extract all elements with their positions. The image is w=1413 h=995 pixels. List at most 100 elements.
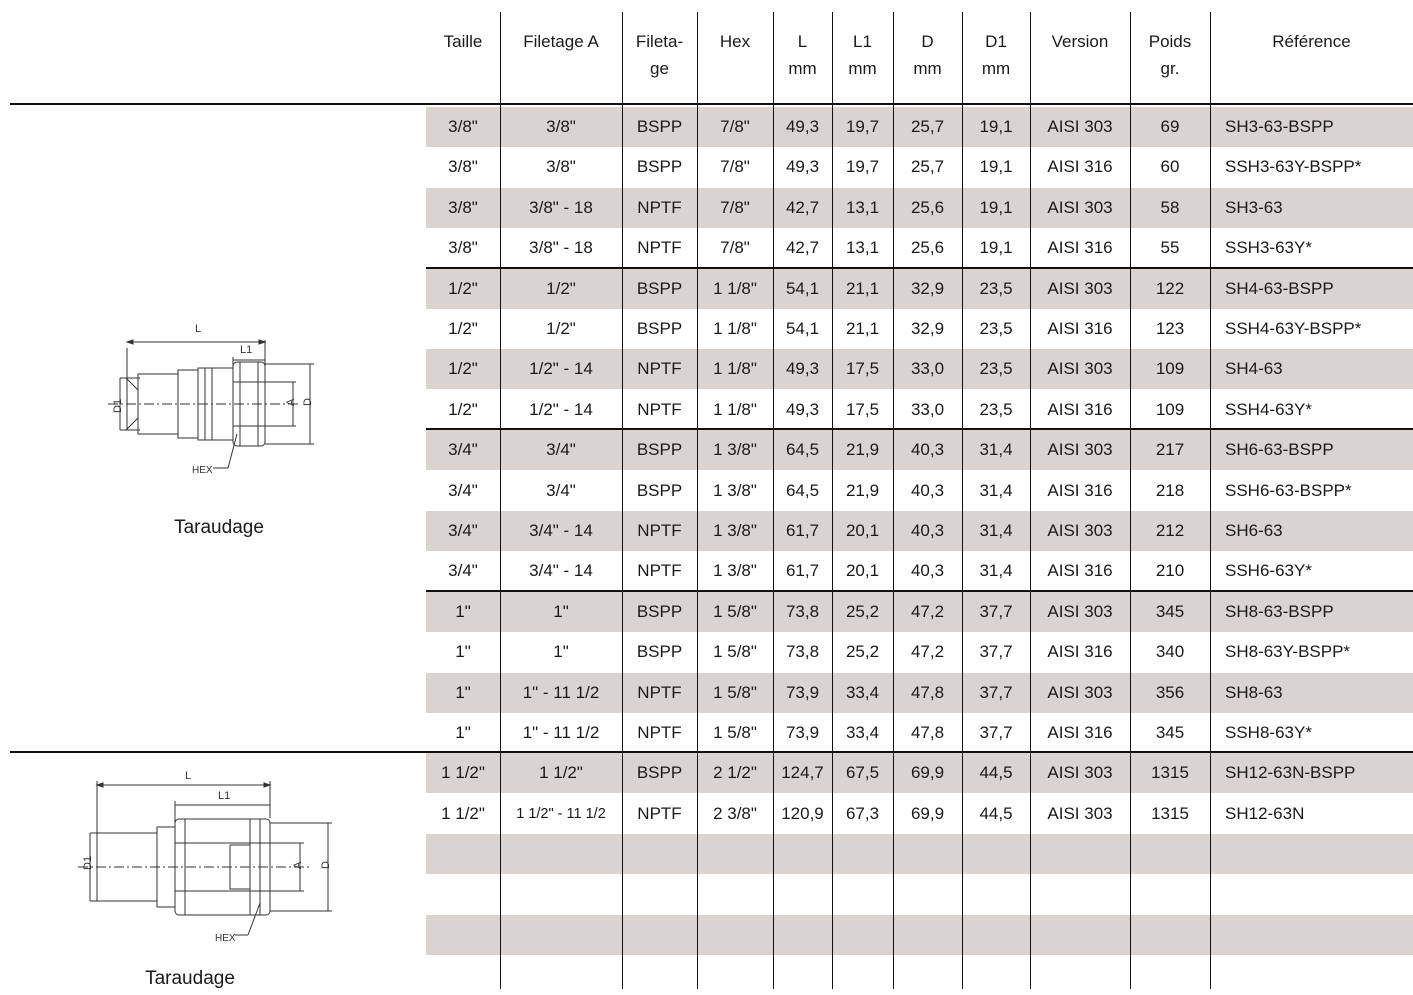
table-cell [697, 834, 773, 874]
table-cell: 47,8 [910, 682, 945, 702]
table-cell [622, 955, 697, 995]
row-band [426, 591, 1413, 632]
table-cell [697, 915, 773, 955]
table-cell: 1 1/2" [539, 763, 583, 783]
table-cell [1030, 875, 1130, 915]
table-cell: 20,1 [845, 521, 880, 540]
drawing-caption-2: Taraudage [145, 968, 235, 989]
table-cell [622, 915, 697, 955]
column-divider [697, 12, 698, 989]
table-cell: 3/4" - 14 [529, 561, 593, 581]
table-cell: 7/8" [720, 117, 750, 136]
table-cell: 33,4 [845, 682, 880, 702]
table-cell: 58 [1160, 197, 1180, 217]
table-cell [1210, 875, 1413, 915]
table-cell: 25,7 [910, 157, 945, 177]
table-cell: 49,3 [785, 117, 820, 136]
table-cell: 19,1 [979, 238, 1013, 258]
table-cell: 1/2" [448, 278, 478, 298]
table-cell: 61,7 [785, 561, 820, 581]
table-cell: AISI 316 [1047, 319, 1113, 338]
table-cell: BSPP [636, 278, 683, 298]
table-cell: 31,4 [979, 440, 1013, 460]
table-cell: 1" - 11 1/2 [522, 723, 600, 742]
table-cell: 1/2" [448, 359, 478, 379]
table-cell: SSH4-63Y* [1225, 399, 1312, 419]
table-cell: 19,1 [979, 197, 1013, 217]
column-divider [832, 12, 833, 989]
table-cell: 3/4" - 14 [529, 521, 593, 540]
table-cell: 212 [1155, 521, 1185, 540]
table-cell: 124,7 [781, 763, 824, 783]
table-cell: 47,8 [910, 723, 945, 742]
row-band [426, 672, 1413, 713]
table-cell: AISI 303 [1047, 197, 1113, 217]
table-cell [1030, 955, 1130, 995]
dim-label-D: D [302, 398, 314, 406]
table-cell: 109 [1155, 399, 1185, 419]
table-cell: 3/4" [448, 561, 478, 581]
table-cell: 25,6 [910, 197, 945, 217]
row-divider [426, 589, 1413, 592]
table-cell: 40,3 [910, 561, 945, 581]
table-cell: 1 1/8" [713, 319, 757, 338]
column-divider [962, 12, 963, 989]
table-cell: 54,1 [785, 278, 820, 298]
table-cell [773, 834, 832, 874]
table-cell: 1 1/2" [441, 763, 485, 783]
table-cell: AISI 303 [1047, 278, 1113, 298]
table-cell [1130, 915, 1210, 955]
table-cell: BSPP [636, 157, 683, 177]
table-cell: 122 [1155, 278, 1185, 298]
table-cell [1210, 834, 1413, 874]
table-cell: AISI 303 [1047, 803, 1113, 823]
table-cell: 1 3/8" [713, 480, 757, 500]
table-cell: 55 [1160, 238, 1180, 258]
table-cell: 1 3/8" [713, 561, 757, 581]
table-cell: 356 [1155, 682, 1185, 702]
table-cell: AISI 303 [1047, 117, 1113, 136]
table-cell: 23,5 [979, 359, 1013, 379]
table-cell: 3/4" [448, 440, 478, 460]
table-cell: AISI 303 [1047, 359, 1113, 379]
dim-label-hex: HEX [215, 933, 236, 944]
table-cell: 1 1/8" [713, 399, 757, 419]
table-cell [697, 875, 773, 915]
table-cell: 49,3 [785, 399, 820, 419]
table-cell [426, 915, 500, 955]
column-divider [1130, 12, 1131, 989]
table-cell [500, 875, 622, 915]
row-divider [426, 266, 1413, 269]
table-cell: SH12-63N [1225, 803, 1305, 823]
column-divider [500, 12, 501, 989]
table-cell: 217 [1155, 440, 1185, 460]
table-cell: 1 5/8" [713, 723, 757, 742]
table-cell: AISI 316 [1047, 723, 1113, 742]
table-cell [832, 955, 893, 995]
table-cell: 3/8" - 18 [529, 197, 593, 217]
table-cell: 37,7 [979, 642, 1013, 662]
table-cell: AISI 316 [1047, 561, 1113, 581]
table-cell [622, 834, 697, 874]
table-cell: BSPP [636, 440, 683, 460]
column-header: Fileta- ge [635, 32, 684, 78]
column-divider [1210, 12, 1211, 989]
table-cell [1210, 915, 1413, 955]
table-cell: 1/2" - 14 [529, 359, 593, 379]
table-cell: NPTF [637, 238, 682, 258]
table-cell: NPTF [637, 359, 682, 379]
table-cell: 40,3 [910, 480, 945, 500]
table-cell: 67,3 [845, 803, 880, 823]
table-cell: 25,7 [910, 117, 945, 136]
column-header: Poids gr. [1148, 32, 1192, 78]
table-cell [832, 875, 893, 915]
table-cell: 60 [1160, 157, 1180, 177]
table-cell: 123 [1155, 319, 1185, 338]
table-cell: 21,1 [845, 278, 880, 298]
table-cell: SH8-63-BSPP [1225, 601, 1334, 621]
table-cell: SH6-63 [1225, 521, 1283, 540]
table-cell: 49,3 [785, 359, 820, 379]
table-cell: 3/8" [448, 197, 478, 217]
table-cell: 23,5 [979, 278, 1013, 298]
